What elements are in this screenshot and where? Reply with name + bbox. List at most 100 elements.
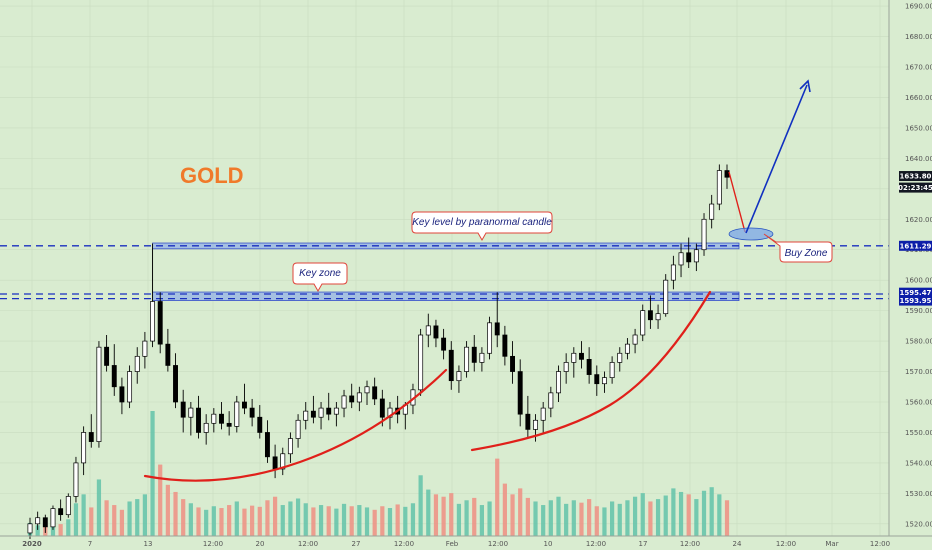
volume-bar xyxy=(188,503,193,536)
candle-body xyxy=(670,264,676,281)
candle-body xyxy=(127,371,133,403)
volume-bar xyxy=(433,494,439,536)
volume-bar xyxy=(671,488,676,536)
candle-body xyxy=(287,438,293,455)
time-tick-label: 7 xyxy=(88,540,92,548)
candle-body xyxy=(601,377,607,385)
chart-title: GOLD xyxy=(180,163,244,188)
time-tick-label: 27 xyxy=(352,540,361,548)
price-tick-label: 1550.00 xyxy=(905,429,932,437)
volume-bar xyxy=(602,507,607,536)
candle-body xyxy=(58,508,64,516)
candle-body xyxy=(180,401,186,418)
price-tick-label: 1520.00 xyxy=(905,520,932,528)
candle-body xyxy=(655,313,661,321)
candle-body xyxy=(226,422,232,427)
candle-body xyxy=(464,346,470,372)
candle-body xyxy=(326,407,332,415)
volume-bar xyxy=(663,495,668,536)
volume-bar xyxy=(326,506,331,536)
volume-bar xyxy=(655,499,661,536)
volume-bar xyxy=(265,500,270,536)
time-tick-label: 12:00 xyxy=(870,540,890,548)
candle-body xyxy=(418,334,424,391)
volume-bar xyxy=(295,498,301,536)
price-tag-label: 1611.29 xyxy=(900,242,932,250)
candle-body xyxy=(104,346,110,366)
candle-body xyxy=(65,496,71,516)
volume-bar xyxy=(395,504,400,536)
time-tick-label: 2020 xyxy=(22,540,42,548)
candle-body xyxy=(111,365,117,388)
candle-body xyxy=(173,365,178,403)
price-tick-label: 1600.00 xyxy=(905,277,932,285)
volume-bar xyxy=(686,494,691,536)
volume-bar xyxy=(479,505,485,536)
volume-bar xyxy=(525,497,530,536)
volume-bar xyxy=(518,488,523,536)
volume-bar xyxy=(112,505,117,536)
candle-body xyxy=(264,432,270,458)
price-tag-box xyxy=(899,182,932,193)
price-tag-label: 02:23:45 xyxy=(898,184,932,192)
candle-body xyxy=(150,301,156,342)
volume-bar xyxy=(250,505,255,536)
price-tick-label: 1690.00 xyxy=(905,3,932,11)
volume-bar xyxy=(587,499,592,536)
price-tick-label: 1590.00 xyxy=(905,307,932,315)
candle-body xyxy=(525,413,531,430)
volume-bar xyxy=(257,506,262,536)
candle-body xyxy=(624,343,630,354)
volume-bar xyxy=(648,501,653,536)
price-tag-box xyxy=(899,240,932,251)
volume-bar xyxy=(456,503,462,536)
price-tick-label: 1680.00 xyxy=(905,33,932,41)
volume-bar xyxy=(311,507,316,536)
price-axis[interactable]: 1520.00 1530.00 1540.00 1550.00 1560.00 1570.… xyxy=(905,3,932,529)
time-axis[interactable]: 2020 7 13 12:00 20 12:00 27 12:00 Feb 12:00 10 12:0… xyxy=(22,540,890,548)
volume-bar xyxy=(173,491,178,536)
volume-bar xyxy=(127,501,132,536)
volume-bar xyxy=(119,509,125,536)
volume-bar xyxy=(89,507,94,536)
volume-bar xyxy=(571,500,576,536)
volume-bar xyxy=(724,500,730,536)
volume-bar xyxy=(418,475,423,536)
time-tick-label: 12:00 xyxy=(586,540,606,548)
candle-body xyxy=(556,371,561,394)
candle-body xyxy=(142,340,148,357)
candle-body xyxy=(303,410,309,421)
candle-body xyxy=(448,349,454,382)
candle-body xyxy=(356,392,362,403)
volume-bar xyxy=(318,505,324,536)
price-tick-label: 1570.00 xyxy=(905,368,932,376)
candle-body xyxy=(364,386,370,394)
buy-zone-callout[interactable]: Buy Zone xyxy=(763,233,833,263)
volume-bar xyxy=(364,507,370,536)
volume-bar xyxy=(426,489,431,536)
candle-body xyxy=(640,310,646,336)
volume-bar xyxy=(564,503,569,536)
volume-bar xyxy=(709,487,714,536)
key-zone-callout[interactable]: Key zone xyxy=(292,262,348,293)
candle-body xyxy=(219,413,224,424)
volume-bar xyxy=(548,500,553,536)
volume-bar xyxy=(66,519,71,536)
key-level-callout[interactable]: Key level by paranormal candle xyxy=(411,211,553,242)
candle-body xyxy=(686,252,692,263)
price-tick-label: 1660.00 xyxy=(905,94,932,102)
candle-body xyxy=(709,203,715,220)
volume-bars xyxy=(27,411,730,536)
time-tick-label: 20 xyxy=(256,540,265,548)
volume-bar xyxy=(165,484,170,536)
candle-body xyxy=(242,401,247,409)
volume-bar xyxy=(219,508,224,536)
price-tick-label: 1580.00 xyxy=(905,338,932,346)
candle-body xyxy=(203,422,209,433)
volume-bar xyxy=(357,505,362,536)
candle-body xyxy=(594,374,600,385)
volume-bar xyxy=(533,501,538,536)
candle-body xyxy=(487,322,493,354)
